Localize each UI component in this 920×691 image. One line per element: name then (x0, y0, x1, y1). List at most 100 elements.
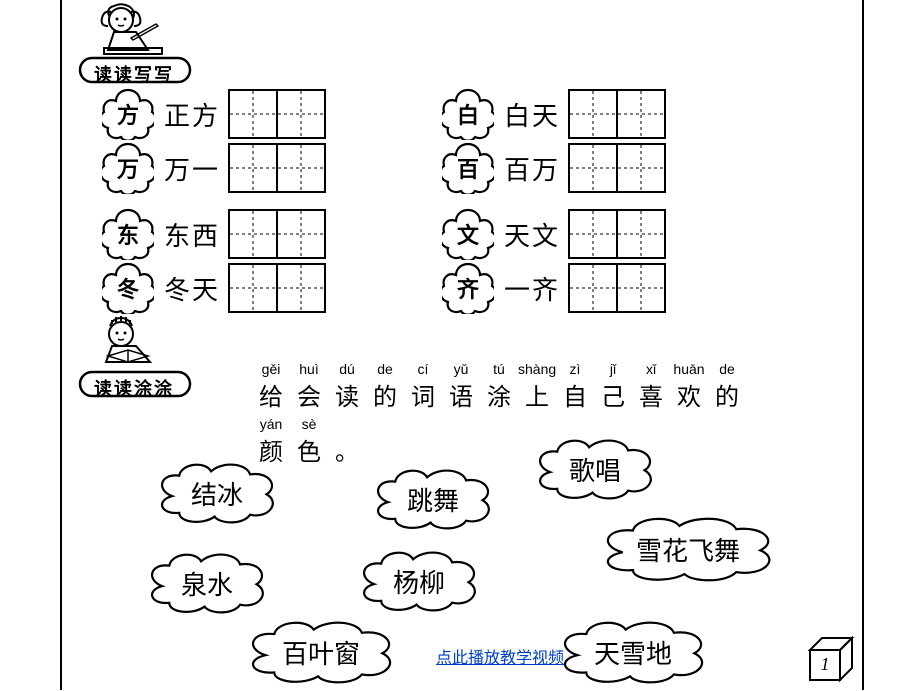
example-word: 一齐 (504, 270, 560, 307)
tian-grid-box[interactable] (616, 143, 666, 193)
practice-boxes[interactable] (228, 143, 326, 193)
hanzi: 自 (556, 377, 594, 412)
practice-boxes[interactable] (568, 263, 666, 313)
tian-grid-box[interactable] (276, 143, 326, 193)
writing-row: 文 天文 (442, 208, 666, 260)
practice-boxes[interactable] (568, 89, 666, 139)
pinyin: de (366, 361, 404, 377)
hanzi: 会 (290, 377, 328, 412)
tian-grid-box[interactable] (568, 143, 618, 193)
instruction-sentence: gěihuìdúdecíyǔtúshàngzìjǐxǐhuānde 给会读的词语… (252, 361, 812, 467)
hanzi: 己 (594, 377, 632, 412)
tian-grid-box[interactable] (228, 89, 278, 139)
word-cloud[interactable]: 泉水 (148, 552, 266, 614)
cloud-word: 百叶窗 (282, 634, 360, 671)
hanzi: 的 (366, 377, 404, 412)
tian-grid-box[interactable] (228, 263, 278, 313)
tian-grid-box[interactable] (616, 263, 666, 313)
writing-row: 白 白天 (442, 88, 666, 140)
flower-char-box: 冬 (102, 262, 154, 314)
writing-row: 东 东西 (102, 208, 326, 260)
tian-grid-box[interactable] (276, 89, 326, 139)
flower-char: 白 (457, 98, 479, 130)
hanzi: 色 (290, 432, 328, 467)
writing-row: 冬 冬天 (102, 262, 326, 314)
tian-grid-box[interactable] (568, 89, 618, 139)
page-number: 1 (821, 654, 830, 674)
example-word: 东西 (164, 216, 220, 253)
section1-badge: 读读写写 (94, 61, 174, 87)
pinyin: sè (290, 416, 328, 432)
word-cloud[interactable]: 跳舞 (374, 468, 492, 530)
cloud-word: 泉水 (181, 565, 233, 602)
pinyin: yǔ (442, 361, 480, 377)
pinyin-line-1: gěihuìdúdecíyǔtúshàngzìjǐxǐhuānde (252, 361, 812, 377)
flower-char-box: 东 (102, 208, 154, 260)
tian-grid-box[interactable] (276, 209, 326, 259)
flower-char-box: 百 (442, 142, 494, 194)
pinyin: cí (404, 361, 442, 377)
word-cloud[interactable]: 结冰 (158, 462, 276, 524)
tian-grid-box[interactable] (568, 263, 618, 313)
practice-boxes[interactable] (228, 263, 326, 313)
example-word: 白天 (504, 96, 560, 133)
tian-grid-box[interactable] (276, 263, 326, 313)
hanzi: 喜 (632, 377, 670, 412)
tian-grid-box[interactable] (228, 209, 278, 259)
practice-boxes[interactable] (568, 209, 666, 259)
writing-row: 齐 一齐 (442, 262, 666, 314)
hanzi-line-1: 给会读的词语涂上自己喜欢的 (252, 377, 812, 412)
pinyin: de (708, 361, 746, 377)
pinyin: xǐ (632, 361, 670, 377)
hanzi: 读 (328, 377, 366, 412)
flower-char-box: 白 (442, 88, 494, 140)
section1-header: 读读写写 (76, 2, 206, 84)
writing-row: 百 百万 (442, 142, 666, 194)
hanzi: 涂 (480, 377, 518, 412)
tian-grid-box[interactable] (568, 209, 618, 259)
cloud-word: 杨柳 (393, 563, 445, 600)
word-cloud[interactable]: 杨柳 (360, 550, 478, 612)
word-cloud[interactable]: 天雪地 (560, 620, 706, 684)
cloud-word: 结冰 (191, 475, 243, 512)
hanzi-line-2: 颜色。 (252, 432, 812, 467)
example-word: 天文 (504, 216, 560, 253)
pinyin: gěi (252, 361, 290, 377)
hanzi: 的 (708, 377, 746, 412)
flower-char: 万 (117, 152, 139, 184)
practice-boxes[interactable] (228, 209, 326, 259)
word-cloud[interactable]: 歌唱 (536, 438, 654, 500)
word-cloud[interactable]: 雪花飞舞 (602, 516, 774, 582)
example-word: 冬天 (164, 270, 220, 307)
practice-boxes[interactable] (228, 89, 326, 139)
flower-char: 文 (457, 218, 479, 250)
flower-char: 东 (117, 218, 139, 250)
page-frame: 读读写写 方 正方 白 白天 万 万一 (60, 0, 864, 690)
word-cloud[interactable]: 百叶窗 (248, 620, 394, 684)
tian-grid-box[interactable] (616, 209, 666, 259)
tian-grid-box[interactable] (228, 143, 278, 193)
example-word: 万一 (164, 150, 220, 187)
page-number-cube: 1 (802, 630, 860, 691)
hanzi: 词 (404, 377, 442, 412)
hanzi: 语 (442, 377, 480, 412)
pinyin: zì (556, 361, 594, 377)
flower-char: 冬 (117, 272, 139, 304)
tian-grid-box[interactable] (616, 89, 666, 139)
pinyin: tú (480, 361, 518, 377)
section2-header: 读读涂涂 (76, 316, 206, 398)
pinyin: huì (290, 361, 328, 377)
hanzi: 上 (518, 377, 556, 412)
example-word: 正方 (164, 96, 220, 133)
play-video-link[interactable]: 点此播放教学视频 (436, 644, 564, 668)
practice-boxes[interactable] (568, 143, 666, 193)
pinyin: shàng (518, 361, 556, 377)
cloud-word: 跳舞 (407, 481, 459, 518)
flower-char: 方 (117, 98, 139, 130)
pinyin: yán (252, 416, 290, 432)
flower-char: 百 (457, 152, 479, 184)
cloud-word: 天雪地 (594, 634, 672, 671)
flower-char-box: 万 (102, 142, 154, 194)
pinyin: jǐ (594, 361, 632, 377)
writing-row: 方 正方 (102, 88, 326, 140)
